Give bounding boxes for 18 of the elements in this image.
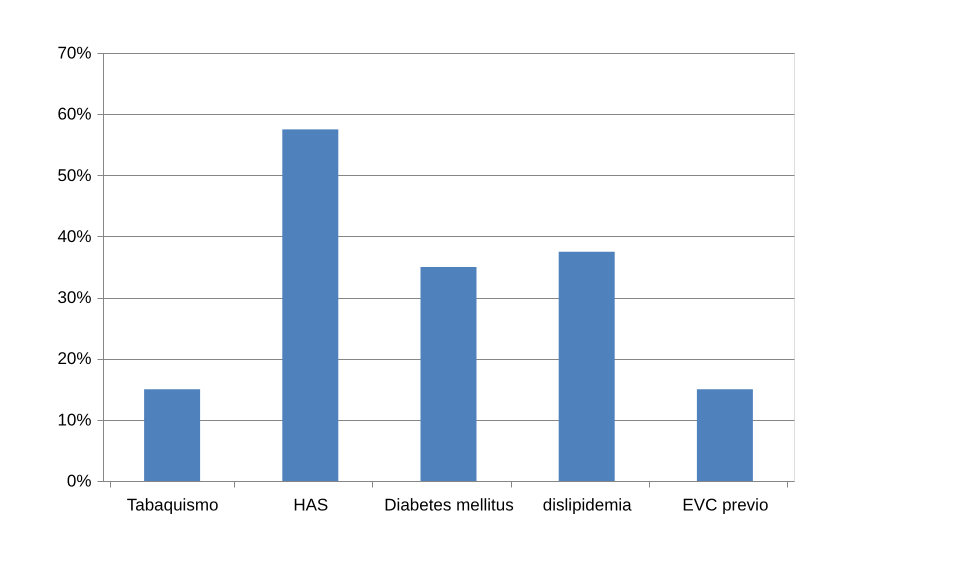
bar [282, 129, 338, 481]
y-tick-label: 0% [66, 472, 92, 490]
x-tick-label: EVC previo [682, 496, 768, 514]
y-tick-label: 20% [57, 349, 92, 368]
x-tick-label: HAS [293, 496, 328, 514]
bar [420, 267, 476, 481]
y-tick-label: 50% [57, 166, 92, 185]
y-tick-label: 10% [57, 410, 92, 430]
bar [144, 389, 200, 481]
x-tick-label: Tabaquismo [126, 496, 218, 514]
y-tick-label: 60% [57, 104, 92, 124]
y-tick-label: 40% [57, 226, 92, 246]
bar [696, 389, 753, 481]
x-tick-label: dislipidemia [542, 496, 632, 514]
y-tick-label: 30% [57, 288, 92, 308]
bar [558, 252, 615, 481]
y-tick-label: 70% [57, 44, 92, 62]
x-tick-label: Diabetes mellitus [384, 496, 514, 514]
